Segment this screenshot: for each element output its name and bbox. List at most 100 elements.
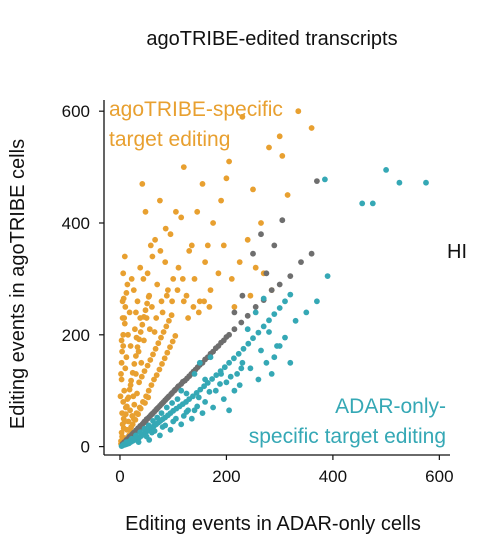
data-point-agotribe-45 [239,113,246,120]
data-point-adar-85 [167,426,174,433]
data-point-adar-52 [287,291,294,298]
data-point-adar-123 [151,428,158,434]
data-point-agotribe-92 [153,372,160,378]
ticks-layer: 0 200 400 600 0 200 400 600 [62,102,454,486]
data-point-agotribe-27 [137,264,144,271]
data-point-adar-103 [322,176,328,183]
data-point-agotribe-7 [122,365,129,372]
annotation-adar-line-1: ADAR-only- [335,395,446,418]
data-point-agotribe-24 [149,304,155,310]
data-point-adar-130 [227,373,234,380]
data-point-agotribe-115 [152,236,159,243]
data-point-agotribe-28 [159,309,166,316]
data-point-adar-91 [231,387,238,394]
data-point-agotribe-64 [127,407,133,414]
data-point-agotribe-53 [279,153,286,159]
data-point-agotribe-168 [133,334,140,341]
data-point-agotribe-26 [154,281,161,288]
data-point-adar-110 [202,376,209,383]
data-point-neutral-75 [179,378,186,385]
data-point-agotribe-8 [123,354,130,361]
data-point-agotribe-44 [218,197,225,204]
data-point-agotribe-39 [173,208,179,215]
data-point-adar-106 [266,329,272,335]
data-point-adar-131 [238,365,245,372]
data-point-agotribe-124 [228,276,235,282]
y-axis-label: Editing events in agoTRIBE cells [7,139,29,429]
data-point-agotribe-105 [123,290,130,296]
data-point-adar-77 [133,432,139,439]
x-tick-label-2: 400 [319,467,347,486]
data-point-agotribe-25 [151,329,158,335]
data-point-agotribe-94 [159,361,165,367]
data-point-adar-90 [220,396,227,402]
data-point-adar-54 [252,309,259,316]
data-point-adar-87 [188,415,195,422]
data-point-agotribe-178 [190,304,197,310]
data-point-adar-126 [183,409,190,415]
data-point-neutral-76 [184,375,190,382]
data-point-agotribe-171 [153,315,160,321]
data-point-agotribe-157 [139,321,146,328]
data-point-neutral-45 [263,270,270,277]
data-point-adar-72 [154,414,161,421]
data-point-agotribe-17 [135,348,142,355]
data-point-agotribe-4 [120,399,127,405]
data-point-agotribe-165 [119,315,126,321]
data-point-agotribe-101 [119,348,125,355]
data-point-adar-60 [236,382,243,388]
data-point-agotribe-136 [129,421,136,428]
data-point-agotribe-43 [210,220,217,226]
data-point-agotribe-177 [185,315,192,321]
data-point-agotribe-99 [172,333,179,339]
data-point-agotribe-160 [144,300,151,307]
data-point-agotribe-90 [148,382,155,388]
data-point-adar-62 [218,371,225,377]
data-point-agotribe-12 [126,309,133,316]
data-point-adar-44 [245,340,252,347]
data-point-agotribe-49 [308,125,315,131]
data-point-adar-75 [141,425,148,432]
data-point-adar-34 [201,383,208,390]
data-point-agotribe-180 [201,298,208,305]
data-point-adar-70 [163,404,170,411]
data-point-adar-56 [271,354,278,361]
data-point-neutral-83 [218,339,225,346]
data-point-agotribe-80 [168,312,175,319]
data-point-adar-55 [263,359,270,366]
data-point-agotribe-125 [252,264,259,271]
chart-title: agoTRIBE-edited transcripts [146,28,397,50]
points-layer [117,108,429,449]
data-point-adar-40 [226,359,233,366]
data-point-neutral-36 [238,319,245,326]
data-point-adar-121 [202,399,209,405]
data-point-agotribe-109 [133,309,139,316]
data-point-agotribe-119 [183,292,190,299]
data-point-agotribe-166 [120,295,127,302]
data-point-agotribe-32 [175,264,182,271]
data-point-agotribe-122 [215,270,222,277]
data-point-adar-48 [266,317,272,324]
data-point-agotribe-100 [118,359,125,366]
data-point-agotribe-111 [130,287,137,293]
data-point-agotribe-69 [138,373,145,380]
data-point-adar-127 [195,394,202,401]
x-tick-label-3: 600 [425,467,453,486]
data-point-agotribe-68 [136,379,143,386]
data-point-agotribe-139 [137,405,144,412]
data-point-agotribe-6 [118,376,125,383]
data-point-agotribe-107 [120,270,127,277]
data-point-adar-98 [359,200,366,207]
data-point-adar-66 [183,390,190,397]
data-point-neutral-84 [223,334,230,340]
data-point-neutral-78 [192,366,199,373]
data-point-agotribe-143 [119,433,125,440]
data-point-agotribe-14 [127,382,134,388]
data-point-neutral-80 [202,356,209,363]
data-point-adar-45 [250,335,256,342]
data-point-agotribe-161 [145,293,152,300]
data-point-agotribe-72 [147,357,154,363]
data-point-adar-53 [244,326,251,333]
data-point-adar-102 [423,179,429,186]
data-point-adar-68 [174,396,181,402]
